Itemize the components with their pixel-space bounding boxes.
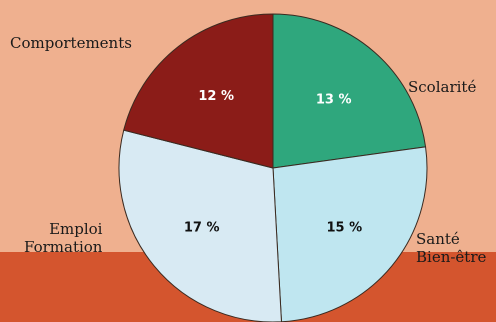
category-label-comportements: Comportements — [10, 34, 132, 52]
value-label-scolarite: 13 % — [316, 92, 352, 107]
category-label-emploi-formation-line-2: Formation — [24, 238, 103, 256]
value-label-emploi-formation: 17 % — [184, 221, 220, 236]
pie-slice-scolarite — [272, 13, 427, 169]
category-label-emploi-formation-line-1: Emploi — [49, 220, 103, 238]
category-label-scolarite: Scolarité — [408, 78, 477, 96]
pie-slice-sante-bien-etre — [272, 146, 428, 322]
category-label-emploi-formation: Emploi Formation — [24, 220, 102, 256]
pie-value-labels: 13 % 15 % 17 % 12 % — [184, 89, 362, 236]
category-label-sante-line-2: Bien-être — [416, 248, 487, 266]
pie-slices — [118, 13, 428, 322]
category-label-sante-line-1: Santé — [416, 230, 460, 248]
category-label-sante-bien-etre: Santé Bien-être — [416, 230, 486, 266]
value-label-comportements: 12 % — [198, 89, 234, 104]
pie-slice-emploi-formation — [118, 129, 282, 322]
pie-slice-comportements — [123, 13, 274, 169]
value-label-sante-bien-etre: 15 % — [326, 221, 362, 236]
